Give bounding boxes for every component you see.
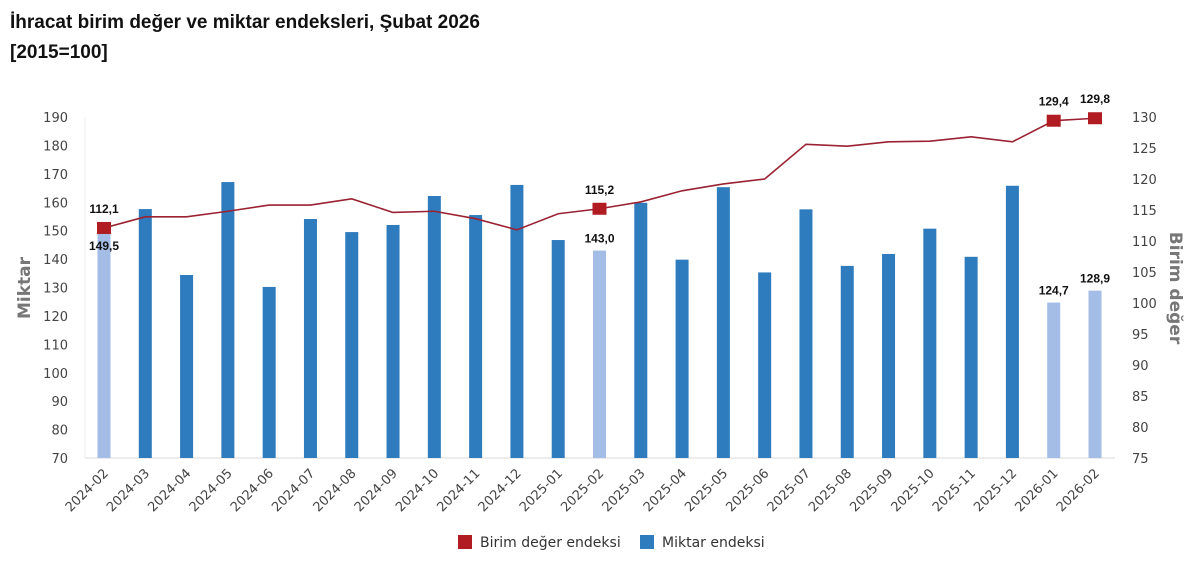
bar-2025-10 xyxy=(923,228,937,458)
line-data-label: 112,1 xyxy=(89,202,119,216)
y-tick-label: 80 xyxy=(51,424,68,439)
y2-tick-label: 120 xyxy=(1132,173,1157,188)
y2-tick-label: 85 xyxy=(1132,390,1149,405)
bar-2026-02 xyxy=(1088,290,1102,458)
y2-tick-label: 115 xyxy=(1132,204,1157,219)
marker-2024-02 xyxy=(97,221,111,234)
y2-tick-label: 75 xyxy=(1132,452,1149,467)
x-tick-label: 2024-03 xyxy=(104,466,153,515)
y-tick-label: 100 xyxy=(43,367,68,382)
x-tick-label: 2024-06 xyxy=(228,466,277,515)
y2-tick-label: 95 xyxy=(1132,328,1149,343)
bar-2024-09 xyxy=(386,224,400,458)
line-data-label: 129,8 xyxy=(1080,92,1110,106)
y2-tick-label: 90 xyxy=(1132,359,1149,374)
bar-2025-12 xyxy=(1005,185,1019,459)
bar-2025-02 xyxy=(593,250,606,458)
y-tick-label: 150 xyxy=(43,225,68,240)
y-tick-label: 190 xyxy=(43,111,68,126)
x-tick-label: 2024-10 xyxy=(393,466,442,515)
x-tick-label: 2024-02 xyxy=(63,466,112,515)
x-tick-label: 2024-04 xyxy=(145,466,194,515)
x-tick-label: 2024-07 xyxy=(269,466,318,515)
y-tick-label: 90 xyxy=(51,395,68,410)
y-tick-label: 160 xyxy=(43,196,68,211)
x-tick-label: 2025-05 xyxy=(682,466,731,515)
y-tick-label: 170 xyxy=(43,168,68,183)
bar-data-label: 128,9 xyxy=(1080,272,1110,286)
x-tick-label: 2024-08 xyxy=(311,466,360,515)
y-tick-label: 110 xyxy=(43,338,68,353)
bar-2024-10 xyxy=(427,195,441,458)
marker-2025-02 xyxy=(592,202,607,215)
x-tick-label: 2025-12 xyxy=(971,466,1020,515)
bar-2025-08 xyxy=(840,265,854,458)
x-tick-label: 2026-02 xyxy=(1054,466,1103,515)
bar-2025-06 xyxy=(758,272,772,458)
y-tick-label: 180 xyxy=(43,139,68,154)
bar-data-label: 124,7 xyxy=(1039,284,1069,298)
marker-2026-02 xyxy=(1088,112,1102,125)
x-tick-label: 2025-03 xyxy=(600,466,649,515)
bar-2024-12 xyxy=(510,184,524,458)
legend-swatch-birim-deger xyxy=(458,535,472,549)
marker-2026-01 xyxy=(1046,114,1061,127)
y-tick-label: 70 xyxy=(51,452,68,467)
x-tick-label: 2026-01 xyxy=(1013,466,1062,515)
x-tick-label: 2025-01 xyxy=(517,466,566,515)
y-tick-label: 140 xyxy=(43,253,68,268)
x-tick-label: 2024-09 xyxy=(352,466,401,515)
bar-2025-05 xyxy=(716,187,730,459)
bar-2024-02 xyxy=(97,232,111,458)
x-tick-label: 2025-10 xyxy=(889,466,938,515)
x-tick-label: 2025-02 xyxy=(558,466,607,515)
x-tick-label: 2025-09 xyxy=(847,466,896,515)
bar-2024-05 xyxy=(221,182,235,459)
y2-tick-label: 130 xyxy=(1132,111,1157,126)
bar-2024-07 xyxy=(303,219,317,458)
line-data-label: 115,2 xyxy=(585,183,615,197)
bar-2024-11 xyxy=(469,215,483,458)
bar-data-label: 143,0 xyxy=(584,232,614,246)
bar-2024-04 xyxy=(180,274,194,458)
x-tick-label: 2025-11 xyxy=(930,466,979,515)
legend-label-miktar: Miktar endeksi xyxy=(662,535,765,551)
legend-swatch-miktar xyxy=(640,535,654,549)
y2-tick-label: 125 xyxy=(1132,142,1157,157)
line-data-label: 129,4 xyxy=(1039,95,1069,109)
y2-tick-label: 105 xyxy=(1132,266,1157,281)
bar-2025-04 xyxy=(675,259,689,458)
y-tick-label: 130 xyxy=(43,282,68,297)
x-tick-label: 2024-11 xyxy=(434,466,483,515)
x-tick-label: 2025-06 xyxy=(723,466,772,515)
chart-title: İhracat birim değer ve miktar endeksleri… xyxy=(10,12,480,33)
y-axis-title: Miktar xyxy=(15,256,35,319)
y-tick-label: 120 xyxy=(43,310,68,325)
x-tick-label: 2024-05 xyxy=(187,466,236,515)
bar-2025-03 xyxy=(634,202,648,458)
x-tick-label: 2025-07 xyxy=(765,466,814,515)
legend-label-birim-deger: Birim değer endeksi xyxy=(480,535,621,551)
bar-2024-03 xyxy=(138,209,152,458)
bar-2024-06 xyxy=(262,286,276,458)
bar-2025-01 xyxy=(551,240,565,458)
y2-tick-label: 100 xyxy=(1132,297,1157,312)
bar-2025-11 xyxy=(964,256,978,458)
bar-2026-01 xyxy=(1047,302,1061,458)
chart-subtitle: [2015=100] xyxy=(10,42,108,63)
bar-2024-08 xyxy=(345,232,359,458)
bar-2025-07 xyxy=(799,209,813,458)
y2-tick-label: 110 xyxy=(1132,235,1157,250)
y2-axis-title: Birim değer xyxy=(1165,232,1185,345)
y2-tick-label: 80 xyxy=(1132,421,1149,436)
x-tick-label: 2025-08 xyxy=(806,466,855,515)
x-tick-label: 2025-04 xyxy=(641,466,690,515)
x-tick-label: 2024-12 xyxy=(476,466,525,515)
bar-2025-09 xyxy=(882,253,896,458)
bar-data-label: 149,5 xyxy=(89,239,119,253)
